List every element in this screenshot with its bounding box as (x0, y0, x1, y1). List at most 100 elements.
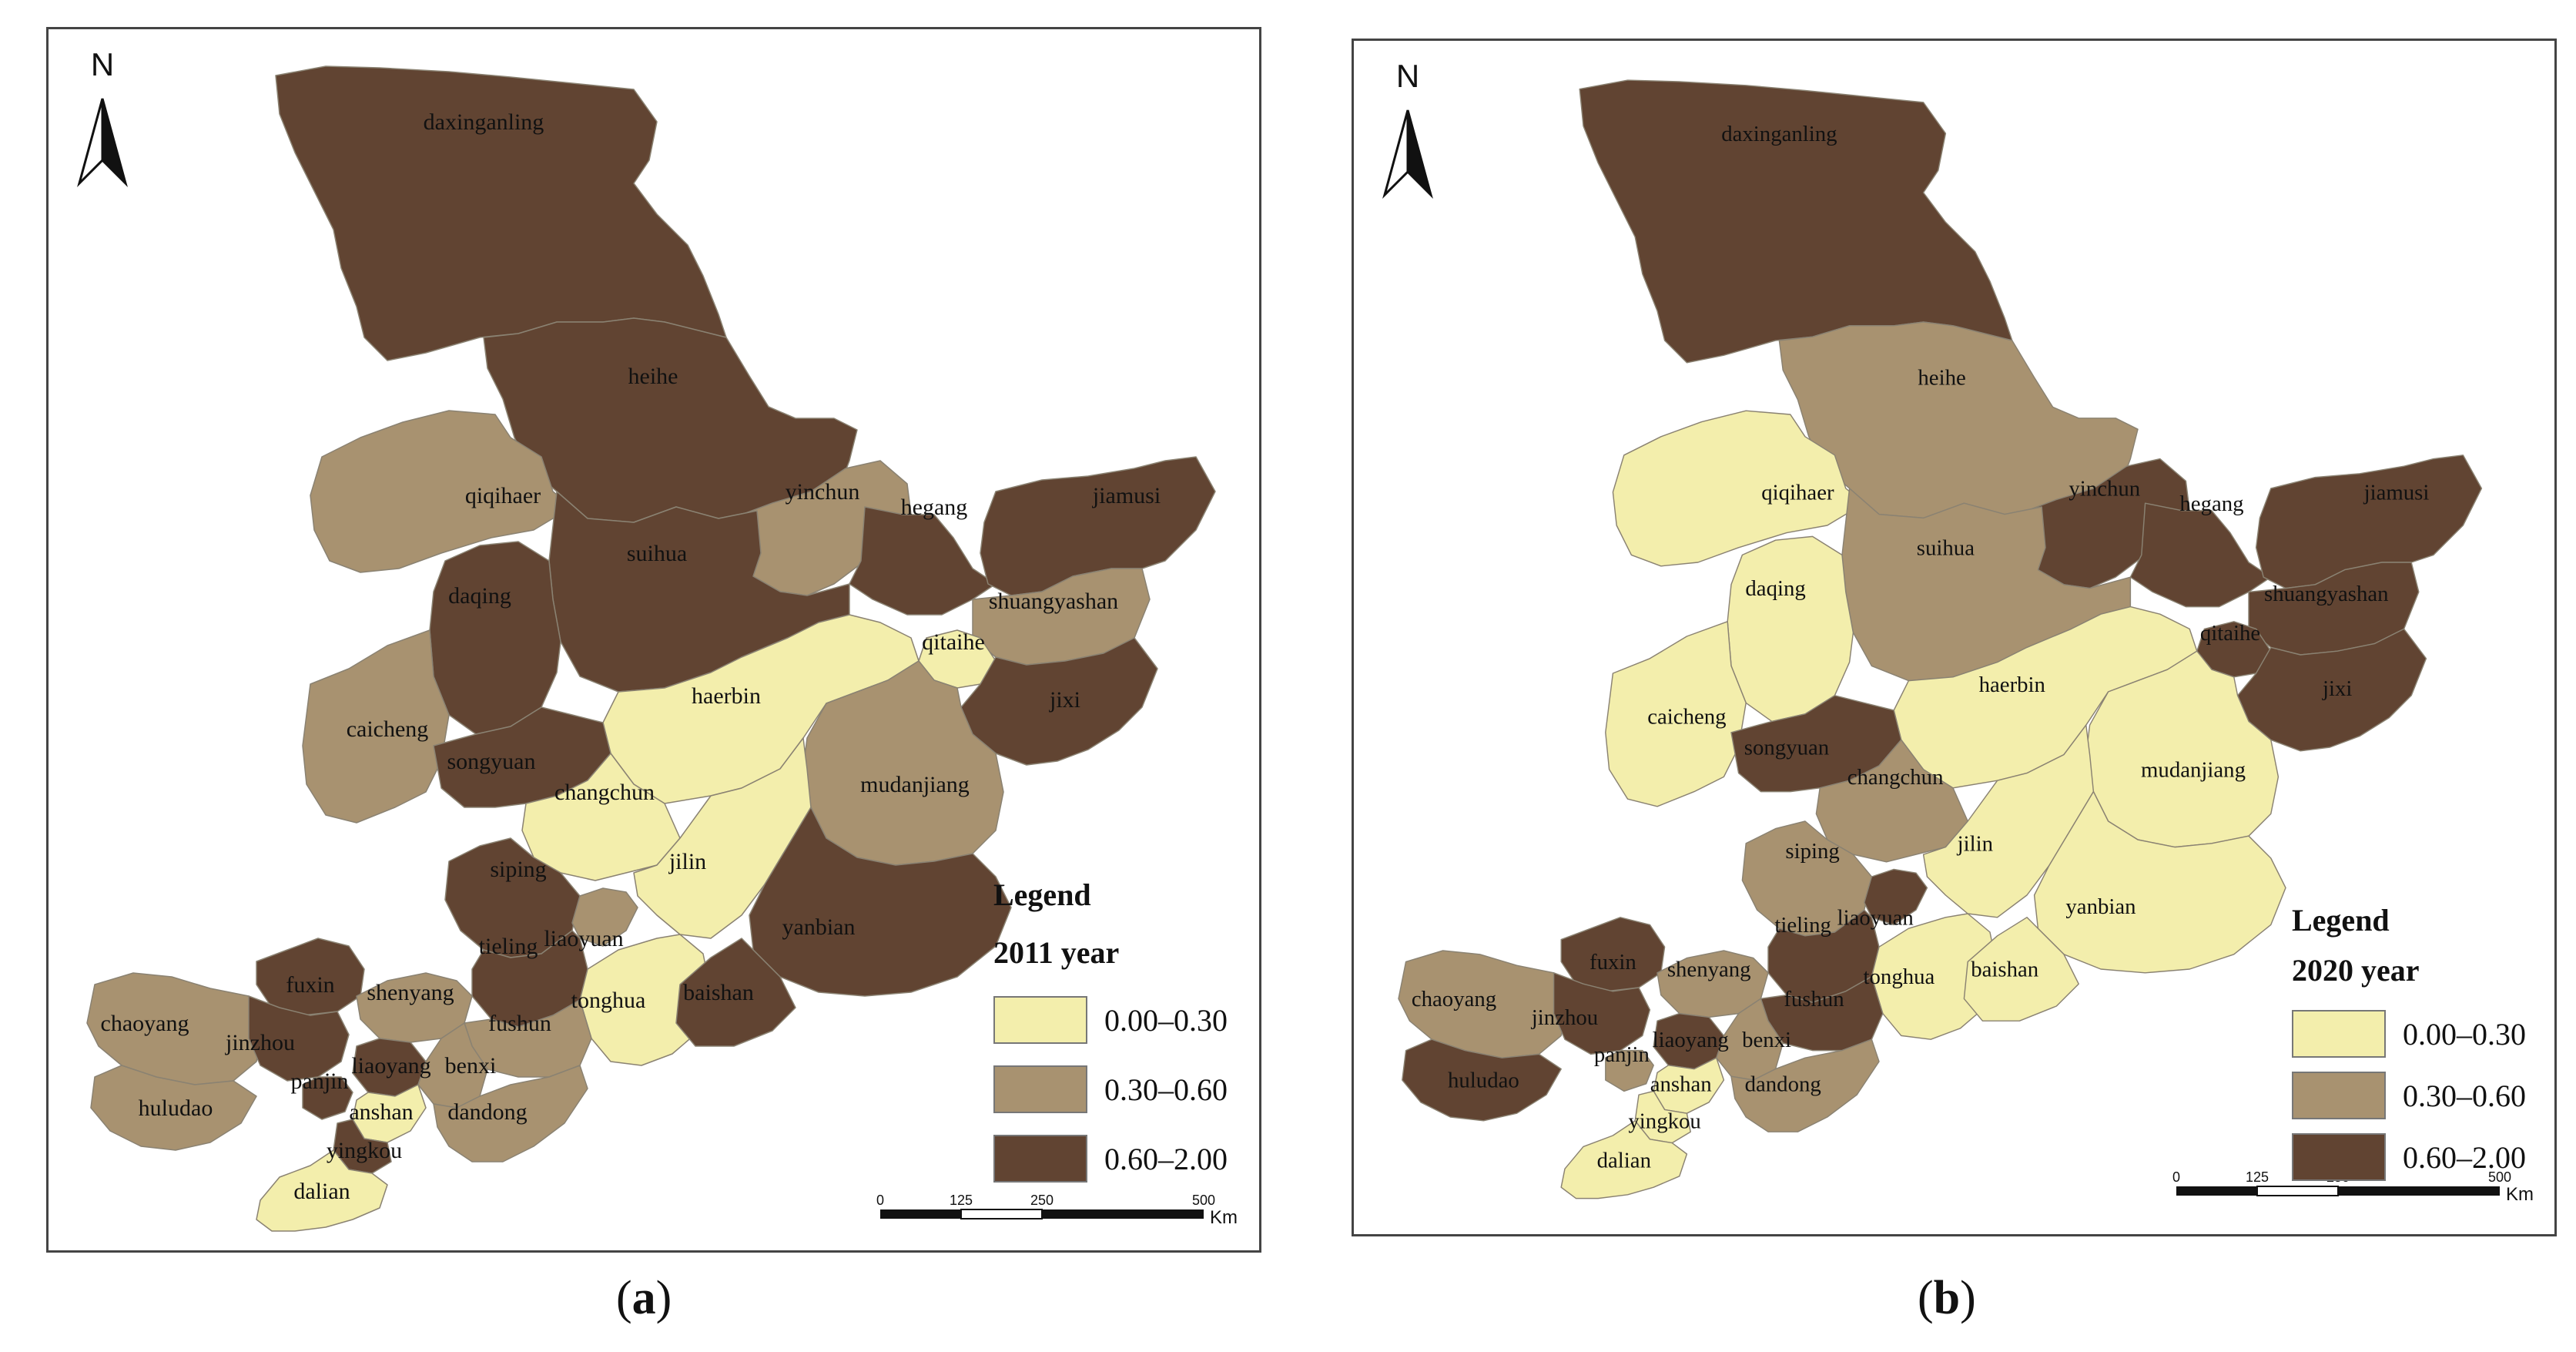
legend-label-mid: 0.30–0.60 (2403, 1078, 2526, 1113)
region-label-dandong: dandong (1745, 1072, 1821, 1096)
legend-title-a: Legend (993, 877, 1091, 912)
region-label-tieling: tieling (479, 934, 538, 959)
legend-item-low-b: 0.00–0.30 (2292, 1010, 2526, 1058)
region-chaoyang (86, 972, 265, 1085)
legend-year-a: 2011 year (993, 935, 1120, 970)
scale-tick-0: 0 (876, 1193, 884, 1208)
legend-swatch-low (2292, 1010, 2386, 1058)
region-label-caicheng: caicheng (347, 716, 429, 742)
region-baishan (675, 938, 796, 1047)
legend-swatch-mid (993, 1065, 1087, 1113)
region-label-heihe: heihe (1918, 366, 1965, 391)
region-label-tonghua: tonghua (571, 988, 646, 1013)
region-label-qitaihe: qitaihe (2200, 621, 2260, 646)
region-label-chaoyang: chaoyang (1412, 987, 1496, 1011)
scale-unit: Km (2506, 1184, 2534, 1205)
region-liaoyuan (1864, 868, 1928, 926)
region-panjin (302, 1076, 353, 1120)
region-jinzhou (248, 995, 350, 1082)
region-label-changchun: changchun (1847, 765, 1944, 790)
region-label-panjin: panjin (291, 1069, 349, 1094)
region-label-fuxin: fuxin (286, 972, 334, 998)
region-label-liaoyang: liaoyang (351, 1053, 430, 1079)
region-label-jiamusi: jiamusi (2363, 480, 2430, 505)
legend-label-mid: 0.30–0.60 (1104, 1072, 1228, 1107)
scale-tick-0: 0 (2172, 1169, 2180, 1185)
legend-year-b: 2020 year (2292, 953, 2420, 988)
region-jinzhou (1553, 972, 1651, 1055)
choropleth-map-a: daxinganling heihe qiqihaer yinchun hegang ji… (77, 46, 1238, 1232)
legend-title-b: Legend (2292, 903, 2390, 938)
region-label-fushun: fushun (1784, 987, 1844, 1011)
region-label-shenyang: shenyang (1667, 958, 1751, 982)
region-label-jilin: jilin (1957, 831, 1993, 856)
caption-a: (a) (616, 1272, 672, 1324)
region-label-chaoyang: chaoyang (101, 1011, 189, 1036)
scale-seg-1 (880, 1209, 961, 1219)
region-label-heihe: heihe (628, 364, 678, 389)
region-yanbian (749, 807, 1012, 997)
region-label-jixi: jixi (1049, 687, 1080, 713)
north-label: N (91, 46, 114, 82)
legend-swatch-high (2292, 1133, 2386, 1181)
region-label-hegang: hegang (2179, 491, 2243, 516)
scale-seg-1 (2176, 1186, 2257, 1196)
region-label-siping: siping (1785, 839, 1839, 864)
region-label-shenyang: shenyang (367, 980, 454, 1005)
region-label-qiqihaer: qiqihaer (1761, 480, 1834, 505)
scale-tick-1: 125 (2246, 1169, 2269, 1185)
region-label-benxi: benxi (1742, 1028, 1791, 1052)
region-dandong (433, 1065, 588, 1162)
region-label-qitaihe: qitaihe (922, 629, 985, 655)
region-daqing (429, 541, 561, 735)
region-label-daxinganling: daxinganling (1721, 122, 1837, 146)
scale-unit: Km (1210, 1207, 1238, 1228)
region-label-liaoyuan: liaoyuan (1837, 905, 1914, 930)
region-label-huludao: huludao (139, 1095, 213, 1121)
map-panel-b: daxinganling heihe qiqihaer yinchun hegang ji… (1352, 39, 2557, 1236)
region-label-shuangyashan: shuangyashan (2264, 582, 2389, 606)
region-qiqihaer (310, 410, 573, 573)
region-label-fushun: fushun (488, 1011, 551, 1036)
legend-label-high: 0.60–2.00 (2403, 1139, 2526, 1175)
caption-letter-b: b (1933, 1272, 1961, 1324)
region-label-jixi: jixi (2322, 676, 2352, 701)
legend-swatch-mid (2292, 1072, 2386, 1119)
region-label-liaoyuan: liaoyuan (544, 926, 623, 951)
scale-seg-2 (2256, 1186, 2339, 1196)
legend-swatch-low (993, 996, 1087, 1044)
region-label-changchun: changchun (554, 780, 655, 805)
north-arrow-right-half (101, 98, 128, 188)
region-label-huludao: huludao (1448, 1069, 1519, 1093)
region-label-daqing: daqing (448, 583, 511, 609)
region-label-daxinganling: daxinganling (424, 109, 544, 135)
region-label-yingkou: yingkou (1628, 1109, 1700, 1133)
region-label-daqing: daqing (1745, 576, 1805, 601)
region-label-jinzhou: jinzhou (1531, 1005, 1598, 1030)
scale-seg-3 (1042, 1209, 1204, 1219)
region-label-suihua: suihua (627, 541, 687, 566)
region-label-tonghua: tonghua (1864, 965, 1935, 989)
scale-seg-3 (2338, 1186, 2500, 1196)
north-arrow-left-half (1382, 109, 1409, 200)
region-daqing (1727, 535, 1854, 723)
region-label-caicheng: caicheng (1647, 704, 1726, 729)
region-label-dalian: dalian (293, 1179, 350, 1204)
region-label-mudanjiang: mudanjiang (860, 772, 970, 797)
region-label-baishan: baishan (1971, 958, 2038, 982)
region-hegang (2129, 502, 2272, 608)
scale-tick-3: 500 (2488, 1169, 2511, 1185)
region-label-anshan: anshan (1650, 1072, 1712, 1096)
region-label-panjin: panjin (1594, 1042, 1650, 1067)
region-label-shuangyashan: shuangyashan (989, 589, 1118, 614)
legend-label-low: 0.00–0.30 (2403, 1016, 2526, 1052)
region-liaoyuan (571, 887, 638, 947)
region-label-benxi: benxi (445, 1053, 497, 1079)
region-jiamusi (980, 456, 1216, 596)
north-arrow-right-half (1406, 109, 1433, 200)
region-baishan (1963, 917, 2079, 1022)
north-arrow-icon: N (1382, 58, 1433, 200)
region-panjin (1605, 1049, 1654, 1092)
region-benxi (1716, 998, 1784, 1081)
